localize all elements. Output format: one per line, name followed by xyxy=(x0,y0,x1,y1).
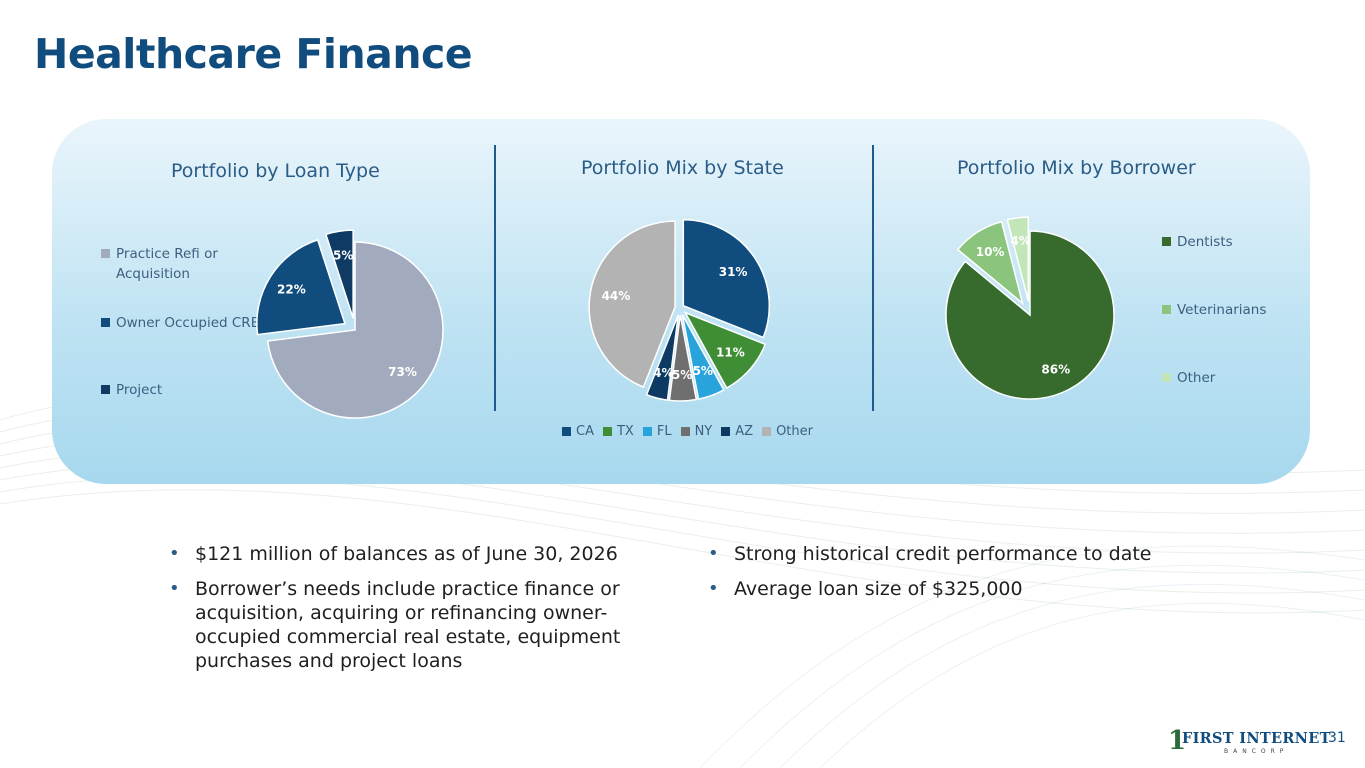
pie-slice-project xyxy=(324,229,354,319)
legend-label: Owner Occupied CRE xyxy=(116,315,260,331)
legend-label: Project xyxy=(116,382,163,398)
pie-slice-other xyxy=(1006,216,1029,302)
legend-swatch xyxy=(1162,373,1171,382)
bullet-item: • $121 million of balances as of June 30,… xyxy=(169,542,669,566)
pie-slice-ny xyxy=(668,314,698,402)
company-logo: 1 FIRST INTERNET BANCORP xyxy=(1168,726,1330,756)
logo-subtitle: BANCORP xyxy=(1224,748,1289,755)
pie-slice-tx xyxy=(683,311,767,390)
legend-label: NY xyxy=(694,424,713,439)
chart-title-borrower: Portfolio Mix by Borrower xyxy=(957,157,1196,179)
bullet-item: • Borrower’s needs include practice finan… xyxy=(169,577,669,673)
legend-item: FL xyxy=(642,424,672,439)
legend-item: CA xyxy=(562,424,594,439)
legend-item: TX xyxy=(602,424,634,439)
legend-label: Veterinarians xyxy=(1177,302,1267,318)
pie-data-label: 86% xyxy=(1041,363,1070,377)
legend-label: TX xyxy=(616,424,634,439)
logo-name: FIRST INTERNET xyxy=(1182,730,1331,747)
legend-swatch xyxy=(642,427,652,436)
legend-item: AZ xyxy=(721,424,753,439)
bullet-text: Strong historical credit performance to … xyxy=(734,543,1152,565)
legend-label: FL xyxy=(656,424,672,439)
legend-swatch xyxy=(1162,305,1171,314)
legend-label: CA xyxy=(576,424,594,439)
pie-data-label: 11% xyxy=(716,345,745,359)
legend-item: NY xyxy=(680,424,713,439)
pie-slice-other xyxy=(588,220,676,388)
pie-chart-loan-type: 73% 22% 5% xyxy=(256,229,444,419)
pie-data-label: 5% xyxy=(672,368,692,382)
legend-item: Owner Occupied CRE xyxy=(101,313,259,333)
legend-item: Practice Refi or Acquisition xyxy=(101,244,261,284)
pie-data-label: 5% xyxy=(693,364,713,378)
legend-swatch xyxy=(101,249,110,258)
pie-data-label: 73% xyxy=(388,365,417,379)
panel-divider xyxy=(494,145,496,411)
bullet-item: • Strong historical credit performance to… xyxy=(708,542,1228,566)
pie-data-label: 10% xyxy=(976,245,1005,259)
pie-chart-borrower: 86% 10% 4% xyxy=(945,216,1115,400)
bullet-list-right: • Strong historical credit performance to… xyxy=(708,542,1228,612)
pie-slice-owner-occupied-cre xyxy=(256,238,346,336)
pie-chart-state: 31%11%5%5%4%44% xyxy=(588,219,771,402)
panel-divider xyxy=(872,145,874,411)
legend-swatch xyxy=(562,427,571,436)
legend-item: Other xyxy=(1162,368,1215,388)
legend-label: Other xyxy=(1177,370,1216,386)
page-number: 31 xyxy=(1328,730,1346,746)
bullet-icon: • xyxy=(169,543,180,564)
pie-slice-ca xyxy=(682,219,771,339)
bullet-item: • Average loan size of $325,000 xyxy=(708,577,1228,601)
legend-swatch xyxy=(1162,237,1171,246)
legend-swatch xyxy=(680,427,690,436)
pie-slice-practice-refi-or-acquisition xyxy=(266,241,444,419)
legend-label: AZ xyxy=(735,424,754,439)
legend-label: Practice Refi or Acquisition xyxy=(116,246,218,282)
bullet-list-left: • $121 million of balances as of June 30,… xyxy=(169,542,669,684)
bullet-text: Borrower’s needs include practice financ… xyxy=(195,578,621,672)
legend-label: Other xyxy=(776,424,813,439)
pie-data-label: 31% xyxy=(719,265,748,279)
legend-item: Dentists xyxy=(1162,232,1233,252)
legend-swatch xyxy=(101,318,110,327)
legend-item: Other xyxy=(762,424,813,439)
chart-title-loan-type: Portfolio by Loan Type xyxy=(171,160,380,182)
legend-label: Dentists xyxy=(1177,234,1233,250)
pie-data-label: 4% xyxy=(1010,234,1030,248)
pie-slice-dentists xyxy=(945,230,1115,400)
legend-swatch xyxy=(101,385,110,394)
legend-item: Veterinarians xyxy=(1162,300,1266,320)
legend-swatch xyxy=(762,427,772,436)
page-title: Healthcare Finance xyxy=(34,30,473,78)
bullet-text: Average loan size of $325,000 xyxy=(734,578,1023,600)
legend-swatch xyxy=(602,427,612,436)
bullet-icon: • xyxy=(708,578,719,599)
bullet-text: $121 million of balances as of June 30, … xyxy=(195,543,618,565)
pie-data-label: 4% xyxy=(653,366,673,380)
legend-item: Project xyxy=(101,380,162,400)
pie-data-label: 22% xyxy=(277,283,306,297)
pie-data-label: 44% xyxy=(602,289,631,303)
pie-slice-fl xyxy=(681,314,725,400)
legend-state: CA TX FL NY AZ Other xyxy=(562,424,813,439)
chart-title-state: Portfolio Mix by State xyxy=(581,157,784,179)
pie-slice-az xyxy=(645,314,680,401)
logo-mark: 1 xyxy=(1168,726,1187,756)
pie-slice-veterinarians xyxy=(956,220,1024,306)
pie-data-label: 5% xyxy=(333,249,353,263)
legend-swatch xyxy=(721,427,731,436)
bullet-icon: • xyxy=(169,578,180,599)
bullet-icon: • xyxy=(708,543,719,564)
